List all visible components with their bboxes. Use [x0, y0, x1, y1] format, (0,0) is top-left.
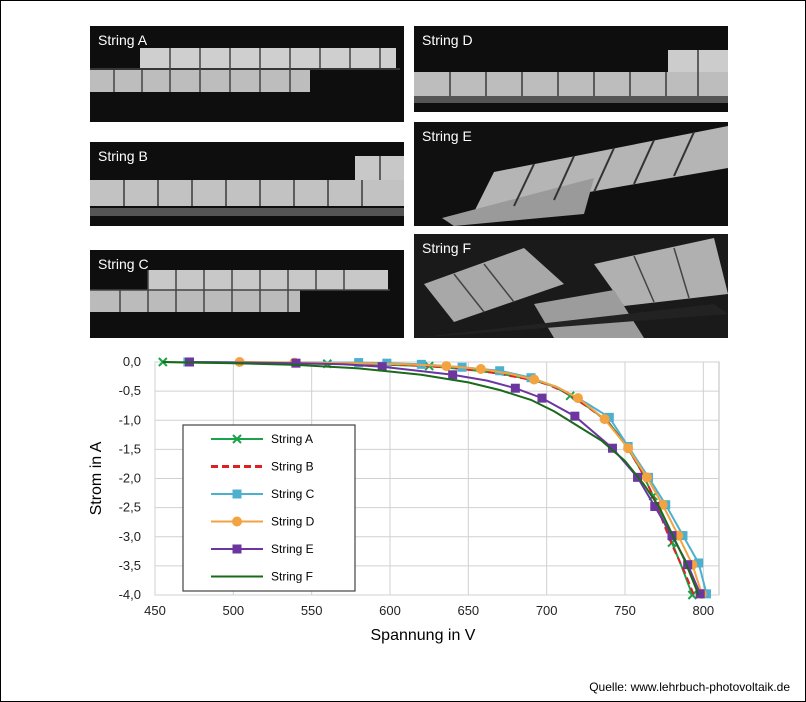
data-point-marker: [683, 560, 693, 570]
y-tick-label: -3,5: [119, 558, 141, 573]
legend-box: [182, 424, 356, 592]
legend-entry: String A: [211, 432, 313, 446]
series-line: [162, 361, 700, 596]
photo-label: String B: [98, 148, 148, 164]
y-tick-label: -1,5: [119, 441, 141, 456]
x-tick-label: 450: [144, 603, 166, 618]
data-point-marker: [573, 393, 583, 404]
data-point-marker: [495, 366, 505, 376]
photo-string-f: String F: [414, 234, 728, 338]
photo-label: String E: [422, 128, 472, 144]
y-tick-label: -0,5: [119, 383, 141, 398]
data-point-marker: [641, 472, 652, 483]
photo-label: String F: [422, 240, 472, 256]
x-tick-label: 600: [379, 603, 401, 618]
legend-label: String D: [271, 515, 315, 529]
data-point-marker: [537, 393, 547, 403]
x-tick-label: 550: [301, 603, 323, 618]
iv-chart: 450 500 550 600 650 700 750 800 0,0 -0,5 -1,0 -1,5 -…: [88, 354, 720, 644]
photo-label: String C: [98, 256, 149, 272]
x-tick-label: 650: [457, 603, 479, 618]
photo-string-a: String A: [90, 26, 404, 122]
y-tick-label: 0,0: [123, 354, 141, 369]
photo-string-a-image: [90, 26, 404, 122]
y-axis-label: Strom in A: [88, 441, 105, 515]
photo-string-b-image: [90, 142, 404, 226]
marker-stroke: [565, 391, 575, 401]
photo-string-e-image: [414, 122, 728, 226]
y-tick-label: -2,0: [119, 471, 141, 486]
source-credit: Quelle: www.lehrbuch-photovoltaik.de: [589, 680, 790, 694]
data-point-marker: [377, 362, 387, 372]
legend-label: String B: [271, 460, 314, 474]
photo-string-e: String E: [414, 122, 728, 226]
photo-string-c: String C: [90, 250, 404, 338]
photo-string-f-image: [414, 234, 728, 338]
series-string-f: [162, 361, 700, 596]
data-point-marker: [604, 412, 614, 422]
data-point-marker: [529, 374, 540, 385]
photo-label: String A: [98, 32, 148, 48]
x-tick-label: 750: [614, 603, 636, 618]
data-point-marker: [623, 443, 634, 454]
x-tick-label: 800: [692, 603, 714, 618]
data-point-marker: [570, 411, 580, 421]
marker-stroke: [232, 434, 242, 444]
legend-entry: String F: [211, 570, 313, 584]
photo-string-b: String B: [90, 142, 404, 226]
data-point-marker: [441, 361, 452, 372]
y-tick-label: -4,0: [119, 587, 141, 602]
legend-entry: String C: [211, 487, 315, 501]
data-point-marker: [510, 383, 520, 393]
data-point-marker: [475, 363, 486, 374]
x-tick-label: 500: [222, 603, 244, 618]
data-point-marker: [599, 414, 610, 425]
data-point-marker: [650, 501, 660, 511]
y-tick-label: -3,0: [119, 529, 141, 544]
x-axis-label: Spannung in V: [371, 627, 476, 644]
data-point-marker: [607, 443, 617, 453]
data-point-marker: [291, 358, 301, 368]
legend-label: String C: [271, 487, 315, 501]
legend-label: String E: [271, 542, 314, 556]
photo-label: String D: [422, 32, 473, 48]
data-point-marker: [687, 590, 698, 600]
data-point-marker: [232, 544, 242, 554]
series-line: [189, 361, 702, 595]
legend-entry: String E: [211, 542, 314, 556]
data-point-marker: [448, 370, 458, 380]
legend-entry: String D: [211, 515, 315, 529]
y-tick-label: -1,0: [119, 412, 141, 427]
data-point-marker: [232, 516, 242, 527]
data-point-marker: [232, 434, 242, 444]
data-point-marker: [694, 558, 704, 568]
photo-string-c-image: [90, 250, 404, 338]
marker-stroke: [687, 590, 698, 600]
legend-label: String F: [271, 570, 313, 584]
y-tick-label: -2,5: [119, 500, 141, 515]
data-point-marker: [232, 489, 242, 499]
photo-string-d: String D: [414, 26, 728, 112]
legend-entry: String B: [211, 460, 314, 474]
x-tick-label: 700: [536, 603, 558, 618]
series-line: [239, 361, 703, 595]
legend-label: String A: [271, 432, 313, 446]
data-point-marker: [695, 589, 705, 599]
photo-string-d-image: [414, 26, 728, 112]
